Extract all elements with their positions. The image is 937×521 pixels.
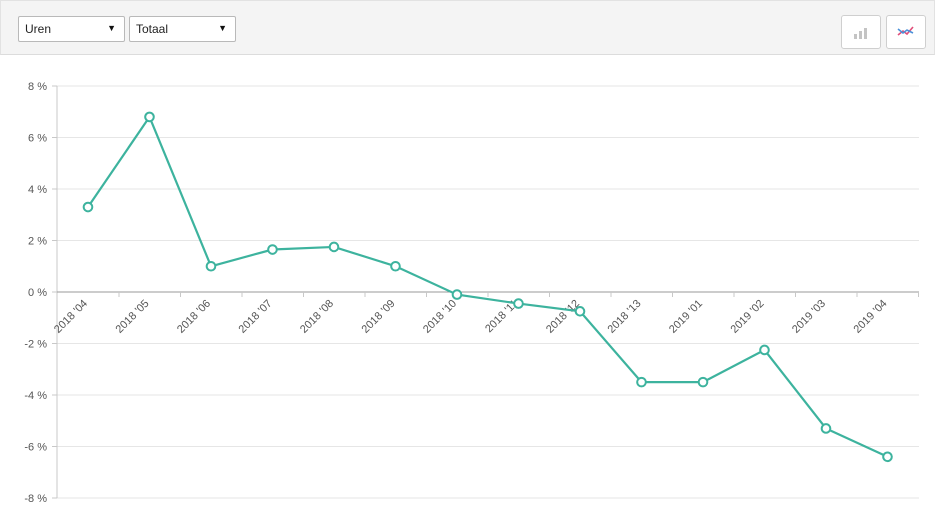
line-chart-button[interactable] (886, 15, 926, 49)
data-point (451, 289, 463, 300)
chevron-down-icon: ▼ (218, 23, 227, 33)
data-point (328, 241, 340, 253)
y-tick-label: 2 % (28, 236, 47, 248)
y-tick-label: 8 % (28, 81, 47, 93)
x-tick-label: 2018 '06 (175, 298, 213, 336)
y-tick-label: 0 % (28, 287, 47, 299)
x-tick-label: 2018 '05 (114, 298, 152, 336)
data-point (574, 306, 586, 317)
data-point (144, 111, 155, 123)
data-point (636, 376, 647, 388)
metric-select[interactable]: Uren ▼ (18, 16, 125, 42)
x-tick-label: 2019 '03 (790, 298, 828, 336)
y-tick-label: -2 % (24, 339, 47, 351)
chart-toolbar: Uren ▼ Totaal ▼ (0, 0, 935, 55)
data-point (205, 260, 217, 272)
line-chart-icon (897, 26, 914, 36)
x-tick-label: 2018 '10 (421, 298, 459, 336)
data-point (267, 244, 278, 255)
y-tick-label: -8 % (24, 493, 47, 505)
data-point (697, 376, 709, 388)
line-chart: 8 % 6 % 4 % 2 % 0 % -2 % -4 % -6 % -8 % 2018 '04 2… (24, 81, 919, 505)
data-point (882, 451, 893, 463)
x-tick-label: 2018 '12 (544, 298, 582, 336)
x-tick-label: 2018 '07 (237, 298, 275, 336)
y-tick-label: -6 % (24, 442, 47, 454)
x-tick-label: 2018 '04 (52, 298, 90, 336)
data-point (759, 344, 770, 356)
bar-chart-button[interactable] (841, 15, 881, 49)
x-tick-label: 2018 '09 (360, 298, 398, 336)
aggregate-select[interactable]: Totaal ▼ (129, 16, 236, 42)
x-tick-label: 2019 '01 (667, 298, 705, 336)
x-tick-label: 2018 '13 (606, 298, 644, 336)
y-tick-label: 4 % (28, 184, 47, 196)
series-line (87, 114, 888, 458)
metric-select-value: Uren (25, 22, 52, 36)
data-point (820, 423, 832, 434)
x-tick-label: 2019 '04 (852, 298, 890, 336)
data-point (513, 298, 524, 309)
data-point (82, 201, 94, 213)
data-point (390, 260, 401, 272)
x-tick-label: 2018 '08 (298, 298, 336, 336)
y-tick-label: 6 % (28, 133, 47, 145)
y-tick-label: -4 % (24, 390, 47, 402)
chevron-down-icon: ▼ (107, 23, 116, 33)
bar-chart-icon (854, 28, 867, 39)
x-tick-label: 2019 '02 (729, 298, 767, 336)
aggregate-select-value: Totaal (136, 22, 169, 36)
